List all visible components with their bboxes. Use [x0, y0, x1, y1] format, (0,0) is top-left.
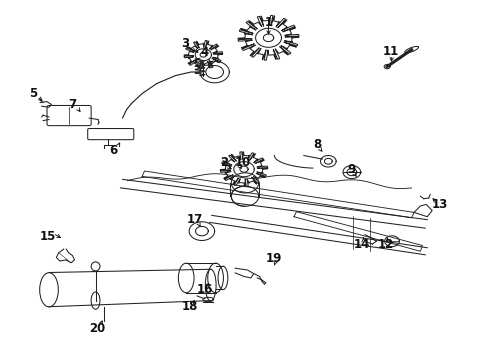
Text: 9: 9	[348, 163, 356, 176]
Text: 17: 17	[187, 213, 203, 226]
Text: 15: 15	[40, 230, 56, 243]
Text: 4: 4	[201, 46, 209, 59]
Text: 18: 18	[182, 300, 198, 313]
Text: 1: 1	[265, 16, 272, 29]
Text: 3: 3	[181, 37, 189, 50]
Text: 5: 5	[29, 87, 37, 100]
Text: 19: 19	[265, 252, 282, 265]
Text: 11: 11	[383, 45, 399, 58]
Text: 8: 8	[314, 138, 321, 151]
Text: 16: 16	[196, 283, 213, 296]
Text: 6: 6	[110, 144, 118, 157]
Text: 10: 10	[234, 156, 250, 169]
Text: 2: 2	[220, 156, 228, 169]
Text: 14: 14	[353, 238, 370, 251]
Text: 20: 20	[89, 322, 105, 335]
Text: 7: 7	[69, 98, 76, 111]
Text: 12: 12	[378, 238, 394, 251]
Text: 13: 13	[432, 198, 448, 211]
